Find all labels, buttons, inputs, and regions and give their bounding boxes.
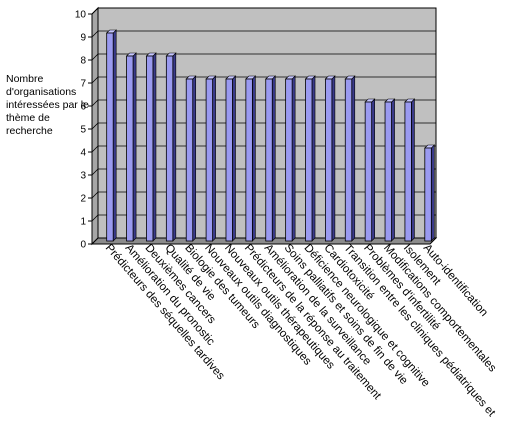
bar [225, 78, 233, 242]
y-tick-label: 2 [80, 194, 86, 205]
gridline-side [91, 122, 99, 130]
bar-side [371, 98, 375, 242]
bar-side [112, 29, 117, 242]
bar [165, 55, 174, 242]
plot-floor [90, 237, 438, 245]
y-tick-label: 1 [80, 217, 86, 228]
y-tick-label: 6 [80, 102, 86, 113]
bar [305, 78, 313, 242]
gridline-side [91, 145, 99, 153]
bar-side [311, 75, 316, 242]
bar [205, 78, 214, 242]
gridline-side [91, 53, 99, 61]
bar-side [391, 98, 395, 242]
bar [185, 78, 194, 242]
bar-side [351, 75, 356, 242]
bar [126, 55, 134, 242]
y-tick-label: 5 [80, 125, 86, 136]
gridline-side [91, 7, 99, 15]
bar [265, 78, 273, 242]
y-tick-label: 0 [80, 240, 86, 251]
bar [424, 147, 432, 242]
gridline-side [91, 214, 99, 222]
bar [285, 78, 293, 242]
bar-side [271, 75, 276, 242]
bar-side [152, 52, 157, 242]
gridline-side [91, 168, 99, 176]
gridline-side [91, 99, 99, 107]
bar-side [411, 98, 415, 242]
bar [344, 78, 353, 242]
gridline-side [91, 191, 99, 199]
y-tick-label: 3 [80, 171, 86, 182]
y-tick-label: 7 [80, 79, 86, 90]
bar-side [331, 75, 336, 242]
bar [146, 55, 154, 242]
y-tick-label: 10 [75, 10, 87, 21]
bar [364, 101, 373, 242]
bar [404, 101, 412, 242]
bar-side [232, 75, 236, 242]
bar [106, 32, 114, 242]
bar-side [132, 52, 137, 242]
y-tick-label: 8 [80, 56, 86, 67]
y-tick-label: 4 [80, 148, 86, 159]
y-axis-label: Nombre d'organisations intéressées par l… [6, 73, 89, 137]
bar [245, 78, 253, 242]
y-tick-label: 9 [80, 33, 86, 44]
bar-side [212, 75, 216, 242]
bar-side [192, 75, 197, 242]
gridline-side [91, 30, 99, 38]
gridline-side [91, 76, 99, 84]
bar-side [431, 144, 435, 242]
bar-side [291, 75, 296, 242]
bar-side [252, 75, 256, 242]
bar-side [172, 52, 177, 242]
bar [384, 101, 392, 242]
bar [324, 78, 333, 242]
